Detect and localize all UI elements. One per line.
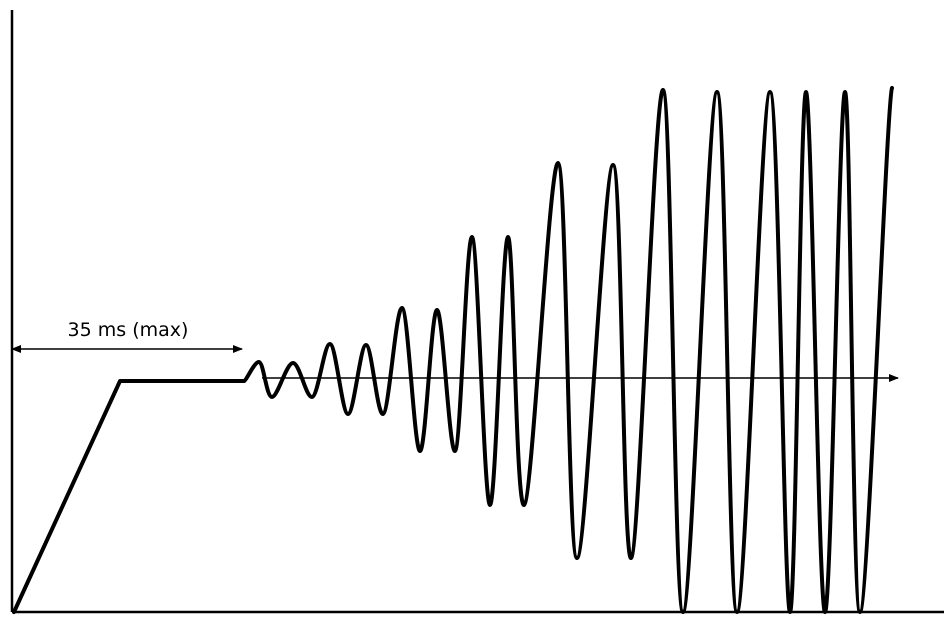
oscillation-waveform (242, 86, 894, 614)
ramp-plateau-line (12, 379, 246, 614)
duration-label: 35 ms (max) (68, 319, 189, 341)
